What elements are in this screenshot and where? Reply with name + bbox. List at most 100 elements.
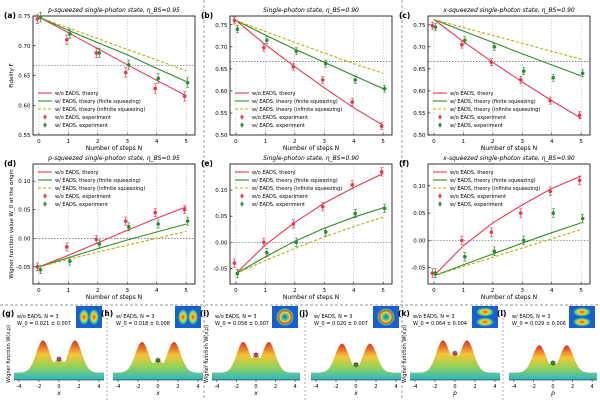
origin-marker [550, 361, 556, 365]
panel-a: (a) p-squeezed single-photon state, η_BS=… [4, 7, 196, 152]
axes-frame [427, 15, 591, 136]
data-point [433, 25, 438, 29]
data-point [262, 45, 266, 50]
series-line-0 [433, 19, 582, 119]
data-point [123, 219, 128, 223]
y-tick-label: 0.50 [413, 133, 426, 139]
y-axis-label: Wigner function value W_0 at the origin [9, 169, 15, 279]
series-line-1 [433, 18, 582, 77]
data-point [38, 267, 43, 272]
data-point [323, 230, 328, 234]
annotation-line2: W_0 = 0.021 ± 0.007 [17, 321, 71, 327]
panel-title: p-squeezed single-photon state, η_BS=0.9… [47, 155, 180, 162]
series-line-1 [38, 223, 187, 268]
origin-marker [56, 357, 62, 361]
y-tick-label: 0.70 [215, 45, 228, 51]
y-axis-label: Fidelity F [9, 63, 15, 88]
x-tick-label: 4 [155, 288, 159, 294]
data-point [65, 38, 69, 42]
data-point [182, 94, 187, 99]
y-tick-label: 0.00 [18, 236, 31, 242]
axes-frame [427, 163, 591, 285]
legend-entry: w/o EADS, theory [252, 91, 296, 97]
panel-label: (f) [399, 159, 409, 168]
data-point [38, 15, 43, 19]
axes-frame [229, 15, 393, 136]
y-tick-label: 0.10 [413, 184, 426, 190]
data-point [379, 170, 384, 174]
data-point [350, 183, 355, 187]
data-point [492, 249, 497, 254]
x-tick-label: 5 [381, 288, 385, 294]
data-point [153, 86, 158, 91]
wigner-surface [212, 342, 300, 380]
annotation-line1: w/ EADS, N = 3 [116, 314, 154, 320]
panel-label: (a) [4, 11, 16, 20]
data-point [35, 17, 40, 21]
inset-ring [276, 308, 294, 326]
x-tick-label: 4 [196, 384, 199, 390]
data-point [430, 23, 435, 28]
data-point [548, 189, 553, 194]
x-axis-label: Number of steps N [481, 294, 537, 301]
data-point [489, 60, 494, 65]
data-point [291, 222, 296, 226]
series-line-1 [38, 16, 187, 83]
data-point [156, 222, 161, 226]
x-tick-label: 2 [374, 384, 377, 390]
data-point [232, 18, 237, 23]
legend-entry: w/ EADS, theory (infinite squeezing) [450, 186, 540, 192]
data-point [153, 210, 158, 215]
data-point [577, 178, 582, 183]
origin-marker [253, 353, 259, 357]
y-tick-label: 0.60 [215, 89, 228, 95]
y-axis-label: Wigner function W(x,p) [6, 325, 12, 383]
data-point [123, 70, 128, 75]
x-tick-label: 0 [551, 384, 554, 390]
data-point [382, 86, 387, 91]
data-point [94, 237, 99, 242]
data-point [232, 261, 237, 265]
y-tick-label: 0.75 [413, 23, 426, 29]
panel-g: (g) -4 -2 0 2 4 x Wigner function W(x,p) w/o EAD… [2, 306, 104, 397]
legend-entry: w/ EADS, theory (finite squeezing) [450, 178, 536, 184]
panel-i: (i) -4 -2 0 2 4 x Wigner function W(x,p) w/o EAD… [200, 306, 300, 397]
series-line-2 [235, 216, 384, 275]
legend-entry: w/ EADS, experiment [55, 123, 108, 129]
data-point [518, 78, 523, 82]
y-axis-label: Wigner function W(x,p) [204, 325, 210, 383]
series-line-1 [235, 207, 384, 275]
data-point [97, 51, 102, 55]
x-axis-label: Number of steps N [283, 294, 339, 301]
x-tick-label: 3 [126, 139, 130, 145]
annotation-line2: W_0 = 0.020 ± 0.007 [314, 321, 368, 327]
data-point [185, 219, 190, 223]
panel-k: (k) -4 -2 0 2 4 p Wigner function W(x,p) w/o EAD… [398, 306, 500, 397]
panel-title: p-squeezed single-photon state, η_BS=0.9… [47, 7, 180, 14]
x-tick-label: 4 [352, 139, 356, 145]
legend-entry: w/o EADS, theory [55, 170, 99, 176]
legend-entry: w/ EADS, theory (infinite squeezing) [252, 186, 342, 192]
y-tick-label: 0.75 [215, 23, 228, 29]
x-tick-label: 1 [264, 288, 268, 294]
y-tick-label: 0.00 [215, 240, 228, 246]
annotation-line1: w/o EADS, N = 3 [413, 314, 455, 320]
data-point [65, 245, 69, 249]
x-axis-label: x [56, 390, 61, 397]
inset-lobe [178, 309, 188, 325]
x-axis-label: p [452, 390, 457, 397]
data-point [68, 259, 72, 263]
y-tick-label: 0.65 [18, 74, 31, 80]
x-tick-label: 2 [96, 288, 100, 294]
annotation-line2: W_0 = 0.018 ± 0.008 [116, 321, 170, 327]
y-tick-label: 0.60 [18, 103, 31, 109]
x-tick-label: 4 [591, 384, 594, 390]
legend-marker [43, 202, 47, 206]
series-line-1 [235, 19, 384, 90]
data-point [35, 265, 40, 269]
annotation-line1: w/ EADS, N = 3 [512, 314, 550, 320]
x-tick-label: 1 [264, 139, 268, 145]
data-point [353, 211, 358, 216]
data-point [262, 240, 266, 245]
panel-label: (d) [4, 159, 16, 168]
